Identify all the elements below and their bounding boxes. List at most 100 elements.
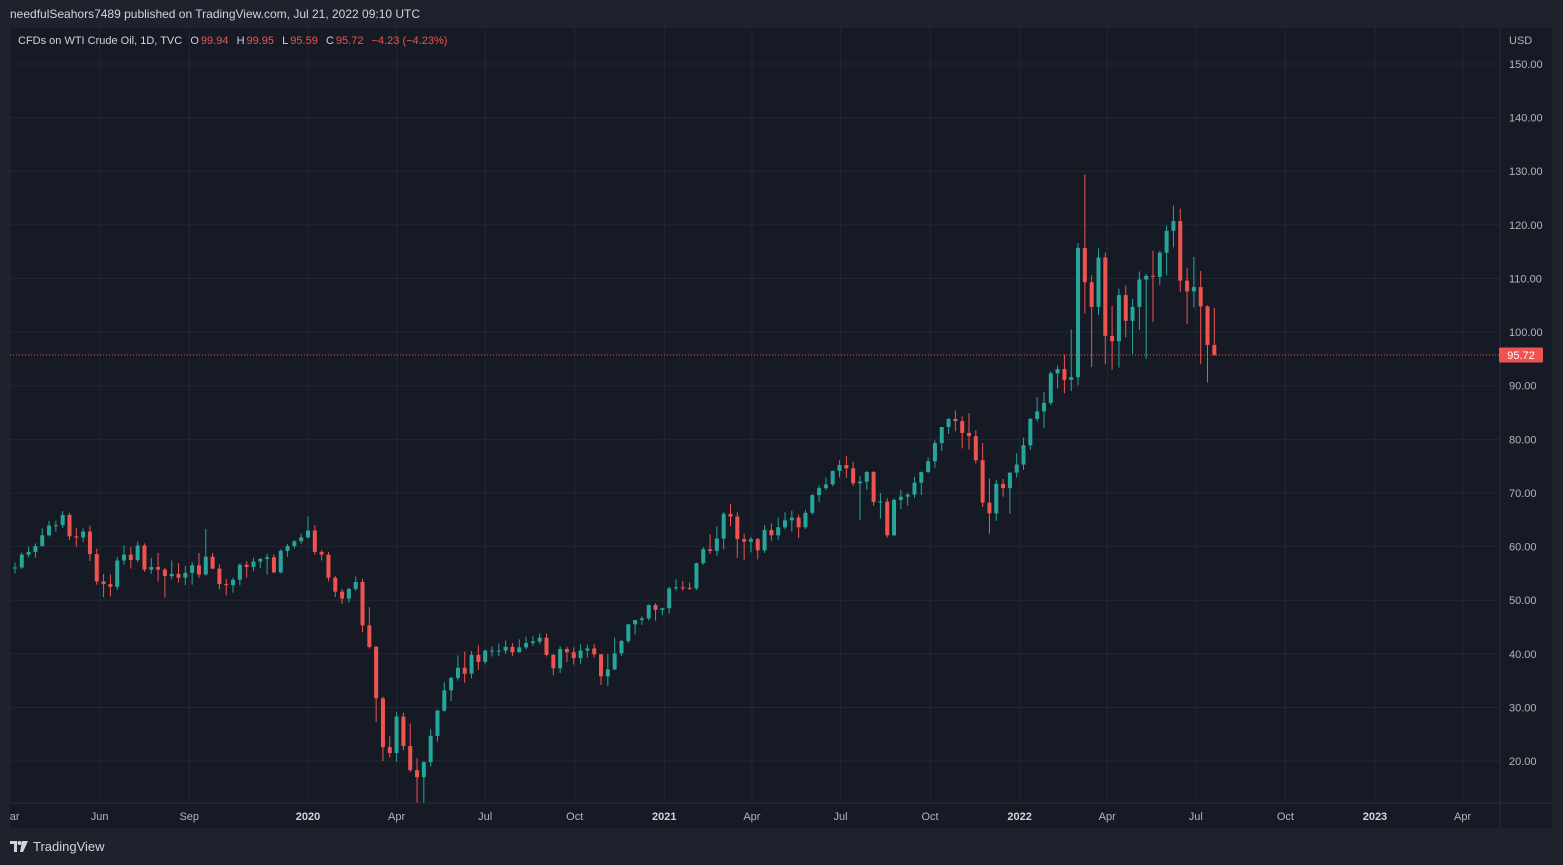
candle-body xyxy=(735,516,740,540)
candle-body xyxy=(469,654,474,674)
candle xyxy=(708,534,713,555)
candle-body xyxy=(196,565,201,575)
candle-body xyxy=(905,494,910,497)
candle xyxy=(973,430,978,464)
candle xyxy=(94,548,99,585)
candle xyxy=(1198,270,1203,365)
candle xyxy=(60,511,65,528)
candle-body xyxy=(346,588,351,599)
candle xyxy=(667,586,672,614)
candle xyxy=(292,540,297,549)
candle xyxy=(1178,208,1183,292)
x-tick-label: Apr xyxy=(743,811,760,823)
candle xyxy=(1205,305,1210,383)
y-tick-label: 90.00 xyxy=(1509,381,1537,393)
time-axis[interactable]: Mar Jun Sep 2020 Apr Jul Oct 2021 Apr Jul Oct 2022 A… xyxy=(1,811,1472,823)
candle-body xyxy=(776,527,781,536)
candle xyxy=(823,477,828,491)
candle-body xyxy=(60,514,65,526)
candle xyxy=(1041,392,1046,429)
open-value: 99.94 xyxy=(200,35,229,47)
candle-body xyxy=(19,554,24,568)
candle xyxy=(108,574,113,597)
candle xyxy=(353,576,358,592)
candle xyxy=(183,565,188,586)
candle-body xyxy=(47,525,52,536)
candle xyxy=(537,633,542,645)
candle xyxy=(319,550,324,561)
candle-body xyxy=(1205,306,1210,345)
candle-body xyxy=(639,618,644,621)
candle-body xyxy=(74,536,79,538)
candle-body xyxy=(333,577,338,592)
candle xyxy=(694,562,699,591)
candle-body xyxy=(912,482,917,495)
candle xyxy=(919,471,924,496)
candle xyxy=(1007,472,1012,514)
candle xyxy=(19,552,24,570)
y-tick-label: 70.00 xyxy=(1509,488,1537,500)
candle xyxy=(932,440,937,468)
candle-body xyxy=(265,557,270,559)
candle-body xyxy=(190,565,195,573)
candle-body xyxy=(980,460,985,503)
candle-body xyxy=(224,584,229,586)
candle-body xyxy=(1191,287,1196,292)
candle xyxy=(455,655,460,681)
candle-body xyxy=(1014,464,1019,473)
y-tick-label: 150.00 xyxy=(1509,59,1543,71)
x-tick-label: Oct xyxy=(922,811,939,823)
candle-body xyxy=(619,640,624,654)
y-tick-label: 20.00 xyxy=(1509,756,1537,768)
y-tick-label: 110.00 xyxy=(1509,273,1542,285)
candle-body xyxy=(510,646,515,653)
x-tick-label: Oct xyxy=(566,811,583,823)
high-value: 99.95 xyxy=(246,35,275,47)
candle xyxy=(408,723,413,772)
candle xyxy=(1164,225,1169,276)
candle-body xyxy=(115,560,120,587)
candle xyxy=(660,607,665,616)
candle-body xyxy=(578,650,583,659)
candle-body xyxy=(1198,287,1203,307)
candle-body xyxy=(237,564,242,580)
price-axis[interactable]: USD 20.00 30.00 40.00 50.00 60.00 70.00 80.00 9… xyxy=(1509,35,1543,768)
candle xyxy=(196,553,201,578)
x-tick-label: Jul xyxy=(478,811,492,823)
candle xyxy=(1062,354,1067,394)
candle-body xyxy=(278,550,283,573)
candle xyxy=(224,578,229,596)
candle-body xyxy=(1130,306,1135,321)
candle xyxy=(517,639,522,653)
candle xyxy=(1069,329,1074,392)
candle-body xyxy=(387,747,392,754)
candle xyxy=(496,643,501,656)
candles xyxy=(12,174,1217,803)
candle xyxy=(912,476,917,498)
candle xyxy=(462,651,467,683)
tradingview-footer[interactable]: TradingView xyxy=(10,839,105,854)
x-tick-label: Sep xyxy=(179,811,199,823)
candle xyxy=(796,514,801,539)
candle-body xyxy=(476,654,481,662)
chart-background xyxy=(10,28,1552,828)
candle-body xyxy=(946,418,951,428)
candle xyxy=(1137,271,1142,330)
candle-body xyxy=(374,646,379,699)
candle-body xyxy=(1110,335,1115,342)
candle-body xyxy=(783,520,788,528)
candle-body xyxy=(653,605,658,610)
candle xyxy=(81,528,86,543)
candle-body xyxy=(87,531,92,555)
candle xyxy=(1021,437,1026,470)
candle xyxy=(837,460,842,478)
candle-body xyxy=(524,643,529,648)
close-label: C xyxy=(325,35,334,47)
candle-body xyxy=(592,648,597,655)
candle-body xyxy=(1123,295,1128,321)
candle xyxy=(619,639,624,656)
candle-body xyxy=(851,468,856,484)
candle-body xyxy=(428,735,433,763)
